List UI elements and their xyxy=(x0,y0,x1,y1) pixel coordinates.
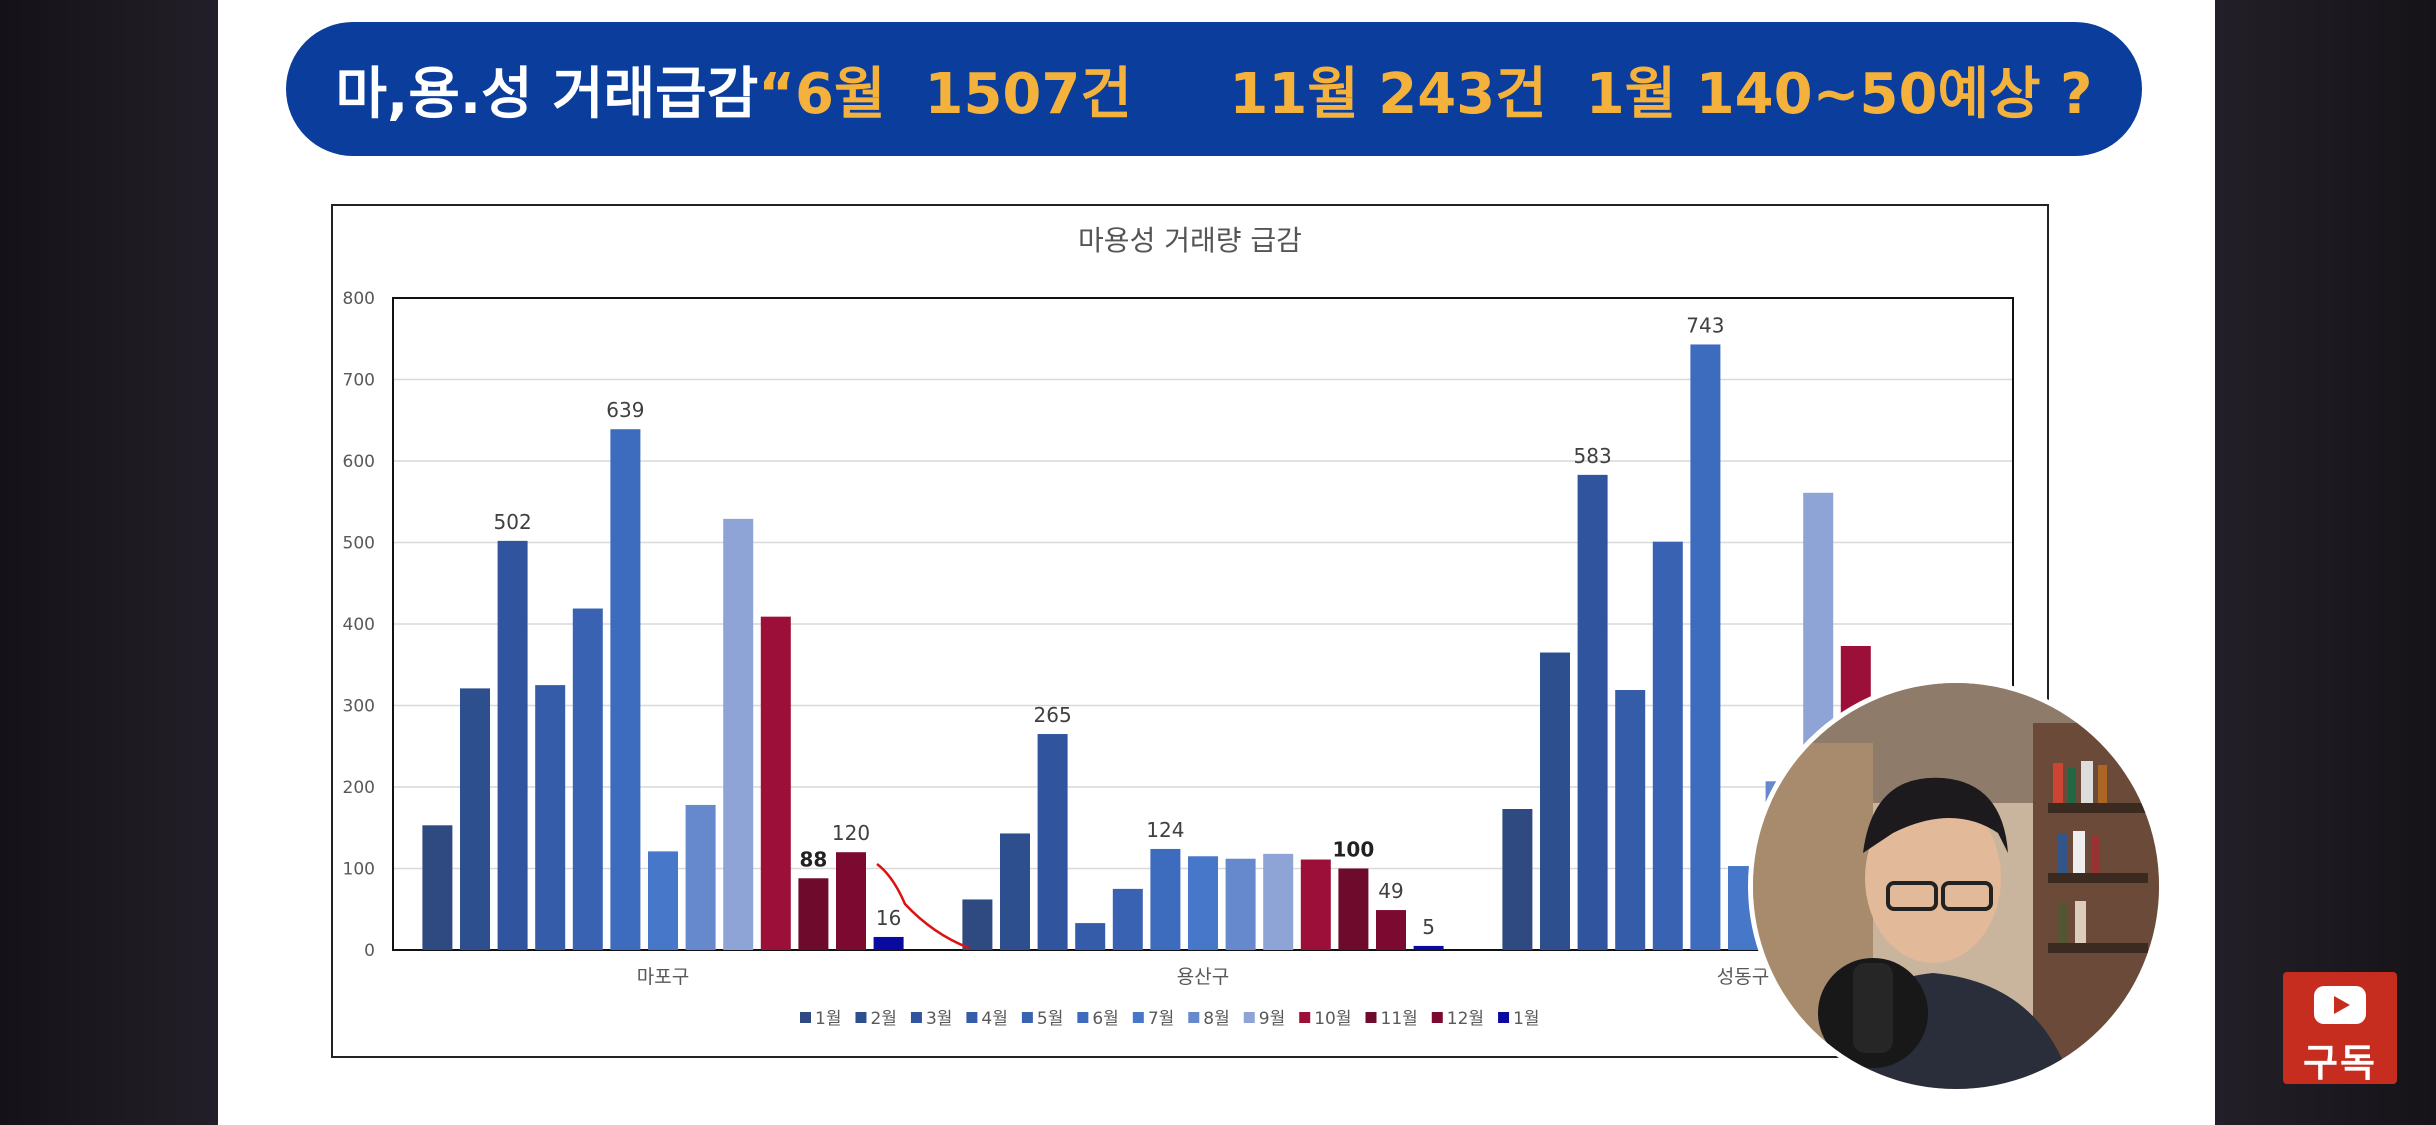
y-tick-label: 800 xyxy=(343,289,375,309)
data-label: 502 xyxy=(494,510,532,534)
legend-label: 8월 xyxy=(1203,1009,1229,1029)
legend-label: 4월 xyxy=(981,1009,1007,1029)
legend-swatch xyxy=(1431,1012,1443,1023)
bar xyxy=(1577,474,1608,950)
data-label: 5 xyxy=(1422,915,1435,939)
legend-label: 1월 xyxy=(1513,1009,1539,1029)
y-tick-label: 700 xyxy=(343,371,375,391)
data-label: 100 xyxy=(1333,838,1375,862)
legend-label: 3월 xyxy=(926,1009,952,1029)
legend-swatch xyxy=(800,1012,811,1023)
bar xyxy=(1150,848,1181,950)
bar xyxy=(1502,809,1533,950)
legend-swatch xyxy=(1498,1012,1510,1023)
legend-label: 11월 xyxy=(1381,1009,1418,1029)
bar xyxy=(610,429,641,951)
bar xyxy=(962,899,993,950)
bar xyxy=(422,825,453,950)
bar xyxy=(1376,910,1406,950)
background-right xyxy=(2215,0,2436,1125)
legend-swatch xyxy=(1021,1012,1033,1023)
bar xyxy=(1615,690,1646,950)
data-label: 124 xyxy=(1146,818,1184,842)
bar xyxy=(1338,868,1369,950)
y-tick-label: 500 xyxy=(343,534,375,554)
subscribe-label: 구독 xyxy=(2303,1041,2377,1085)
legend-label: 5월 xyxy=(1037,1009,1063,1029)
bar xyxy=(1037,734,1068,950)
data-label: 49 xyxy=(1378,879,1403,903)
headline-banner: 마,용.성 거래급감 “6월 1507건 11월 243건 1월 140~50예상… xyxy=(286,22,2142,156)
bar xyxy=(760,616,791,950)
bar xyxy=(1188,856,1218,950)
legend-label: 6월 xyxy=(1092,1009,1118,1029)
data-label: 639 xyxy=(606,398,644,422)
bar xyxy=(723,518,754,950)
bar xyxy=(572,608,603,950)
youtube-play-icon xyxy=(2314,986,2366,1024)
legend-label: 1월 xyxy=(815,1009,841,1029)
legend-swatch xyxy=(855,1012,867,1023)
data-label: 583 xyxy=(1574,444,1612,468)
bar xyxy=(1413,945,1444,950)
x-category-label: 성동구 xyxy=(1717,966,1769,988)
x-category-label: 마포구 xyxy=(637,966,689,988)
legend-label: 9월 xyxy=(1259,1009,1285,1029)
legend-swatch xyxy=(910,1012,922,1023)
bar xyxy=(497,540,528,950)
legend-swatch xyxy=(1365,1012,1377,1023)
bar xyxy=(1690,344,1721,950)
annotation-stroke xyxy=(876,863,970,950)
data-label: 16 xyxy=(876,906,901,930)
bar xyxy=(1112,888,1143,950)
y-tick-label: 100 xyxy=(343,860,375,880)
legend-label: 12월 xyxy=(1447,1009,1484,1029)
data-label: 120 xyxy=(832,821,870,845)
bar xyxy=(1075,923,1106,950)
y-tick-label: 300 xyxy=(343,697,375,717)
legend-swatch xyxy=(1243,1012,1255,1023)
legend-swatch xyxy=(1188,1012,1200,1023)
legend-swatch xyxy=(1077,1012,1089,1023)
bar xyxy=(836,852,866,950)
presenter-webcam xyxy=(1748,678,2164,1094)
bar xyxy=(1263,853,1294,950)
chart-title: 마용성 거래량 급감 xyxy=(1078,224,1302,257)
legend-swatch xyxy=(1132,1012,1144,1023)
bar xyxy=(1225,858,1256,950)
legend-label: 2월 xyxy=(870,1009,896,1029)
legend-label: 10월 xyxy=(1314,1009,1351,1029)
subscribe-button[interactable]: 구독 xyxy=(2283,972,2397,1085)
bar xyxy=(1000,833,1030,950)
data-label: 743 xyxy=(1686,313,1724,337)
legend-label: 7월 xyxy=(1148,1009,1174,1029)
x-category-label: 용산구 xyxy=(1177,966,1229,988)
legend-swatch xyxy=(1299,1012,1311,1023)
bar xyxy=(535,685,566,950)
y-tick-label: 600 xyxy=(343,452,375,472)
y-tick-label: 200 xyxy=(343,778,375,798)
data-label: 88 xyxy=(799,847,827,871)
presenter-video-icon xyxy=(1753,683,2159,1089)
bar xyxy=(1652,541,1683,950)
legend-swatch xyxy=(966,1012,978,1023)
bar xyxy=(685,804,716,950)
headline-highlight: “6월 1507건 11월 243건 1월 140~50예상 ? xyxy=(758,61,2093,127)
background-left xyxy=(0,0,218,1125)
headline-text: 마,용.성 거래급감 xyxy=(335,61,759,127)
y-tick-label: 0 xyxy=(364,941,375,961)
bar xyxy=(1300,859,1331,950)
bar xyxy=(873,936,904,950)
y-tick-label: 400 xyxy=(343,615,375,635)
bar xyxy=(648,851,678,950)
bar xyxy=(798,878,829,950)
bar xyxy=(1540,652,1570,950)
data-label: 265 xyxy=(1034,703,1072,727)
bar xyxy=(460,688,490,950)
